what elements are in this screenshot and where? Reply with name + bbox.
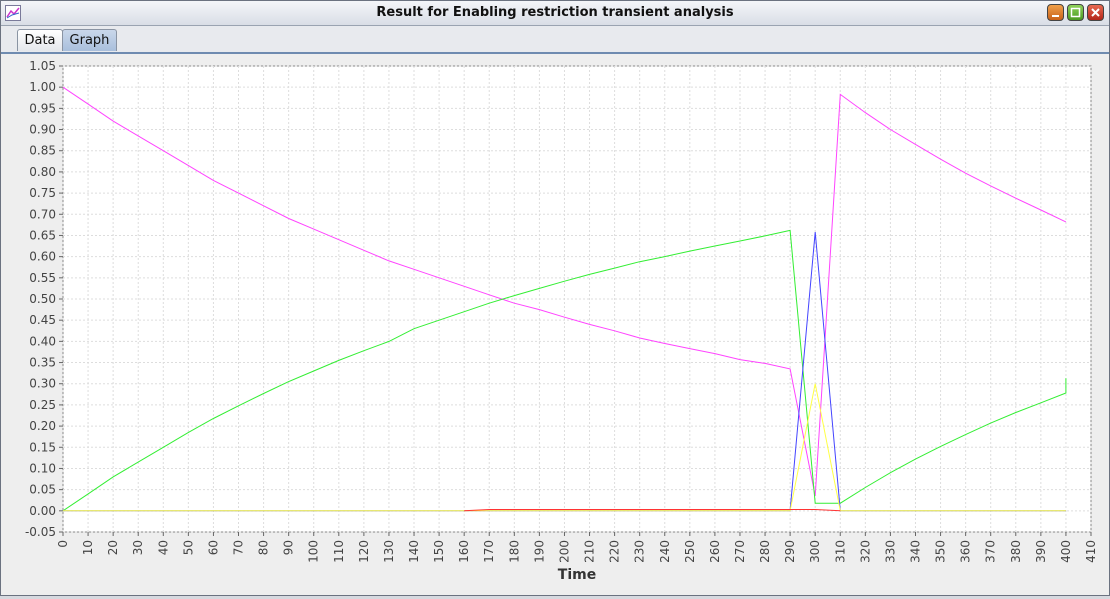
title-bar[interactable]: Result for Enabling restriction transien… [1, 1, 1109, 26]
y-tick-label: 1.00 [29, 80, 56, 94]
x-tick-label: 230 [633, 540, 647, 563]
y-tick-label: 0.05 [29, 483, 56, 497]
y-axis: -0.05 0.00 0.05 0.10 0.15 0.20 0.25 0.30 0.35 0.4… [25, 59, 63, 539]
series-line-4 [63, 383, 1066, 512]
x-tick-label: 290 [783, 540, 797, 563]
x-tick-label: 210 [583, 540, 597, 563]
x-tick-label: 140 [407, 540, 421, 563]
x-tick-label: 340 [908, 540, 922, 563]
y-tick-label: 0.80 [29, 165, 56, 179]
x-tick-label: 200 [557, 540, 571, 563]
x-tick-label: 370 [984, 540, 998, 563]
y-tick-label: 0.55 [29, 271, 56, 285]
y-tick-label: -0.05 [25, 525, 56, 539]
y-tick-label: 0.85 [29, 144, 56, 158]
graph-panel: -0.05 0.00 0.05 0.10 0.15 0.20 0.25 0.30 0.35 0.4… [1, 54, 1109, 595]
x-tick-label: 330 [883, 540, 897, 563]
tab-graph[interactable]: Graph [62, 29, 117, 51]
y-tick-label: 0.70 [29, 207, 56, 221]
x-tick-label: 130 [382, 540, 396, 563]
x-tick-label: 100 [307, 540, 321, 563]
x-tick-label: 390 [1034, 540, 1048, 563]
x-tick-label: 40 [156, 540, 170, 555]
x-tick-label: 350 [934, 540, 948, 563]
x-tick-label: 90 [282, 540, 296, 555]
y-tick-label: 0.40 [29, 334, 56, 348]
x-tick-label: 280 [758, 540, 772, 563]
x-axis: 0 10 20 30 40 50 60 70 80 90 100 110 120 130 140 150 160… [56, 532, 1098, 563]
x-tick-label: 260 [708, 540, 722, 563]
x-tick-label: 270 [733, 540, 747, 563]
x-tick-label: 410 [1084, 540, 1098, 563]
x-tick-label: 160 [457, 540, 471, 563]
x-tick-label: 180 [507, 540, 521, 563]
y-tick-label: 0.45 [29, 313, 56, 327]
y-tick-label: 0.35 [29, 356, 56, 370]
x-tick-label: 360 [959, 540, 973, 563]
maximize-icon [1070, 7, 1081, 18]
minimize-button[interactable] [1047, 4, 1064, 21]
line-chart: -0.05 0.00 0.05 0.10 0.15 0.20 0.25 0.30 0.35 0.4… [25, 59, 1098, 583]
y-tick-label: 0.95 [29, 101, 56, 115]
y-tick-label: 0.10 [29, 461, 56, 475]
close-button[interactable] [1087, 4, 1104, 21]
chart-app-icon [5, 5, 21, 21]
series-line-2 [62, 229, 1067, 512]
x-tick-label: 10 [81, 540, 95, 555]
x-tick-label: 250 [683, 540, 697, 563]
x-tick-label: 30 [131, 540, 145, 555]
y-tick-label: 0.25 [29, 398, 56, 412]
y-tick-label: 0.15 [29, 440, 56, 454]
x-tick-label: 220 [608, 540, 622, 563]
x-tick-label: 400 [1059, 540, 1073, 563]
y-tick-label: 0.65 [29, 228, 56, 242]
x-tick-label: 70 [232, 540, 246, 555]
y-tick-label: 0.30 [29, 377, 56, 391]
maximize-button[interactable] [1067, 4, 1084, 21]
x-tick-label: 310 [833, 540, 847, 563]
series-line-5 [464, 509, 841, 512]
x-tick-label: 190 [532, 540, 546, 563]
y-tick-label: 0.60 [29, 250, 56, 264]
y-tick-label: 1.05 [29, 59, 56, 73]
y-tick-label: 0.90 [29, 123, 56, 137]
x-tick-label: 120 [357, 540, 371, 563]
x-tick-label: 170 [482, 540, 496, 563]
x-tick-label: 320 [858, 540, 872, 563]
x-tick-label: 110 [332, 540, 346, 563]
x-tick-label: 380 [1009, 540, 1023, 563]
x-tick-label: 240 [658, 540, 672, 563]
x-tick-label: 80 [257, 540, 271, 555]
x-tick-label: 0 [56, 540, 70, 548]
series-line-1 [62, 86, 1067, 497]
x-tick-label: 60 [206, 540, 220, 555]
x-tick-label: 20 [106, 540, 120, 555]
series-lines [62, 86, 1067, 512]
y-tick-label: 0.50 [29, 292, 56, 306]
y-tick-label: 0.75 [29, 186, 56, 200]
x-tick-label: 150 [432, 540, 446, 563]
y-tick-label: 0.20 [29, 419, 56, 433]
y-tick-label: 0.00 [29, 504, 56, 518]
minimize-icon [1052, 15, 1059, 17]
tab-bar: Data Graph [1, 26, 1109, 54]
close-icon [1091, 8, 1100, 17]
tab-data[interactable]: Data [17, 29, 63, 51]
x-axis-label: Time [558, 567, 596, 583]
window-title: Result for Enabling restriction transien… [376, 5, 734, 20]
x-tick-label: 300 [808, 540, 822, 563]
x-tick-label: 50 [181, 540, 195, 555]
